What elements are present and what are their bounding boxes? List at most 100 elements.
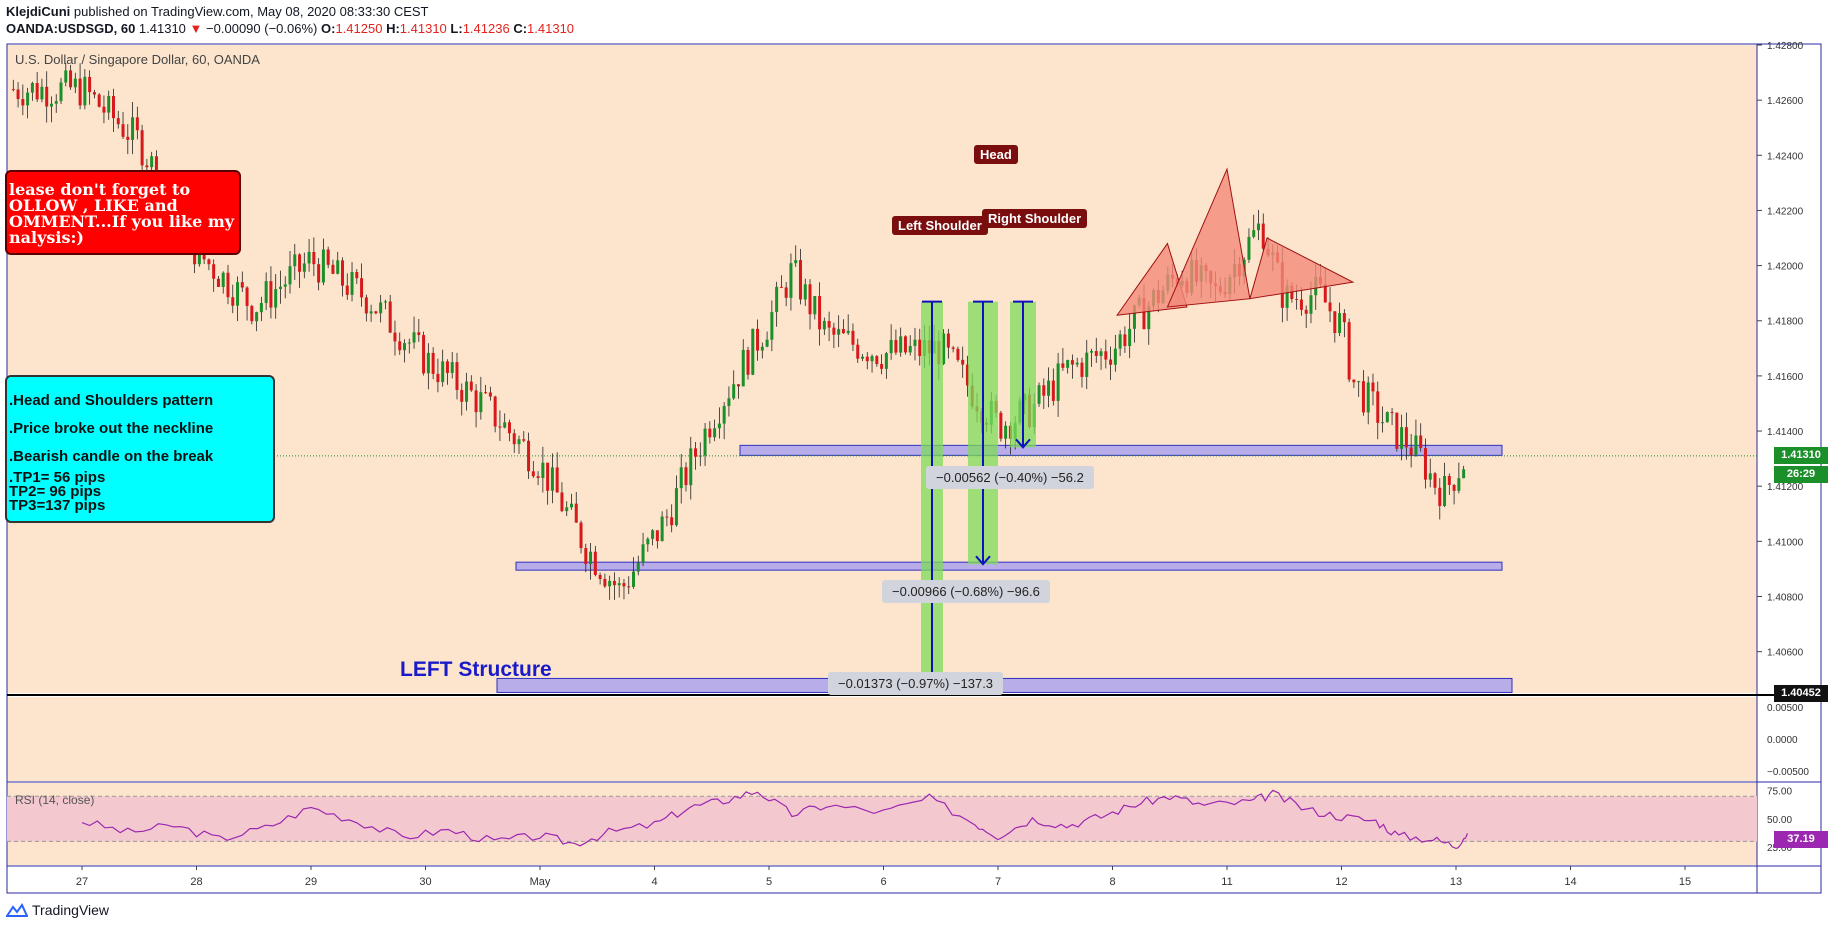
candle-body <box>259 303 263 313</box>
candle-body <box>627 586 631 588</box>
candle-body <box>264 281 268 304</box>
candle-body <box>426 352 430 374</box>
candle-body <box>1357 381 1361 383</box>
time-tick-label: 12 <box>1335 876 1347 888</box>
rsi-label: RSI (14, close) <box>15 793 95 807</box>
current-price-tag: 1.41310 <box>1774 447 1828 464</box>
time-tick-label: 30 <box>419 876 431 888</box>
candle-body <box>1423 448 1427 480</box>
candle-body <box>1247 236 1251 260</box>
candle-body <box>1447 476 1451 485</box>
candle-body <box>436 373 440 383</box>
candle-body <box>407 342 411 344</box>
candle-body <box>713 428 717 438</box>
price-tick-label: 1.40800 <box>1767 592 1804 603</box>
low-label: L: <box>450 21 463 36</box>
candle-body <box>398 341 402 351</box>
candle-body <box>250 305 254 322</box>
candle-body <box>918 339 922 356</box>
candle-body <box>579 522 583 549</box>
candle-body <box>111 95 115 119</box>
candle-body <box>69 70 73 88</box>
candle-body <box>1328 302 1332 312</box>
tp3-zone <box>496 677 1513 693</box>
tp3-measure: −0.01373 (−0.97%) −137.3 <box>828 672 1004 695</box>
footer-brand[interactable]: TradingView <box>6 902 109 918</box>
candle-body <box>460 389 464 402</box>
candle-body <box>121 124 125 137</box>
open-label: O: <box>320 21 336 36</box>
candle-body <box>670 517 674 526</box>
candle-body <box>708 428 712 438</box>
candle-body <box>326 249 330 265</box>
candle-body <box>1085 352 1089 377</box>
candle-body <box>608 580 612 587</box>
candle-body <box>560 492 564 512</box>
candle-body <box>565 507 569 512</box>
publish-line: KlejdiCuni published on TradingView.com,… <box>6 4 429 19</box>
analysis-note-line: .Price broke out the neckline <box>9 420 214 437</box>
candle-body <box>1142 297 1146 330</box>
candle-body <box>603 578 607 587</box>
time-tick-label: 4 <box>651 876 657 888</box>
macd-tick-label: 0.00500 <box>1767 703 1804 714</box>
candle-body <box>956 348 960 360</box>
candle-body <box>655 530 659 542</box>
follow-note-line: lease don't forget to <box>9 180 191 199</box>
candle-body <box>999 412 1003 439</box>
candle-body <box>383 301 387 303</box>
candle-body <box>450 362 454 373</box>
price-tick-label: 1.40600 <box>1767 648 1804 659</box>
candle-body <box>1118 334 1122 349</box>
down-arrow-icon: ▼ <box>189 21 203 36</box>
candle-body <box>507 422 511 434</box>
candle-body <box>345 285 349 295</box>
candle-body <box>88 76 92 93</box>
candle-body <box>732 384 736 399</box>
candle-body <box>1395 412 1399 449</box>
candle-body <box>942 333 946 365</box>
author-name[interactable]: KlejdiCuni <box>6 4 71 19</box>
candle-body <box>331 264 335 274</box>
candle-body <box>350 272 354 295</box>
follow-note-line: nalysis:) <box>9 228 84 247</box>
symbol-name[interactable]: OANDA:USDSGD, 60 <box>6 21 136 36</box>
candle-body <box>660 516 664 542</box>
candle-body <box>1080 362 1084 377</box>
candle-body <box>1056 363 1060 401</box>
candle-body <box>274 289 278 308</box>
candle-body <box>1338 313 1342 334</box>
candle-body <box>1309 295 1313 314</box>
candle-body <box>684 467 688 486</box>
candle-body <box>861 356 865 359</box>
candle-body <box>321 249 325 283</box>
candle-body <box>307 251 311 264</box>
high-value: 1.41310 <box>399 21 447 36</box>
candle-body <box>865 356 869 362</box>
candle-body <box>856 344 860 359</box>
candle-body <box>1132 305 1136 329</box>
candle-body <box>140 130 144 166</box>
candle-body <box>216 278 220 287</box>
candle-body <box>827 320 831 328</box>
candle-body <box>1123 334 1127 347</box>
rsi-band <box>7 796 1757 842</box>
candle-body <box>646 538 650 545</box>
candle-body <box>336 260 340 274</box>
price-tick-label: 1.41200 <box>1767 482 1804 493</box>
candle-body <box>417 332 421 336</box>
candle-body <box>388 301 392 333</box>
time-tick-label: 6 <box>880 876 886 888</box>
time-tick-label: 28 <box>190 876 202 888</box>
candle-body <box>431 352 435 374</box>
follow-note: lease don't forget to OLLOW , LIKE and O… <box>5 170 241 255</box>
candle-body <box>135 117 139 131</box>
candle-body <box>312 251 316 265</box>
candle-body <box>775 286 779 313</box>
analysis-note-line: .Bearish candle on the break <box>9 448 214 465</box>
candle-body <box>674 488 678 526</box>
candle-body <box>1004 425 1008 439</box>
price-tick-label: 1.42400 <box>1767 151 1804 162</box>
candle-body <box>73 78 77 88</box>
candle-body <box>512 433 516 445</box>
